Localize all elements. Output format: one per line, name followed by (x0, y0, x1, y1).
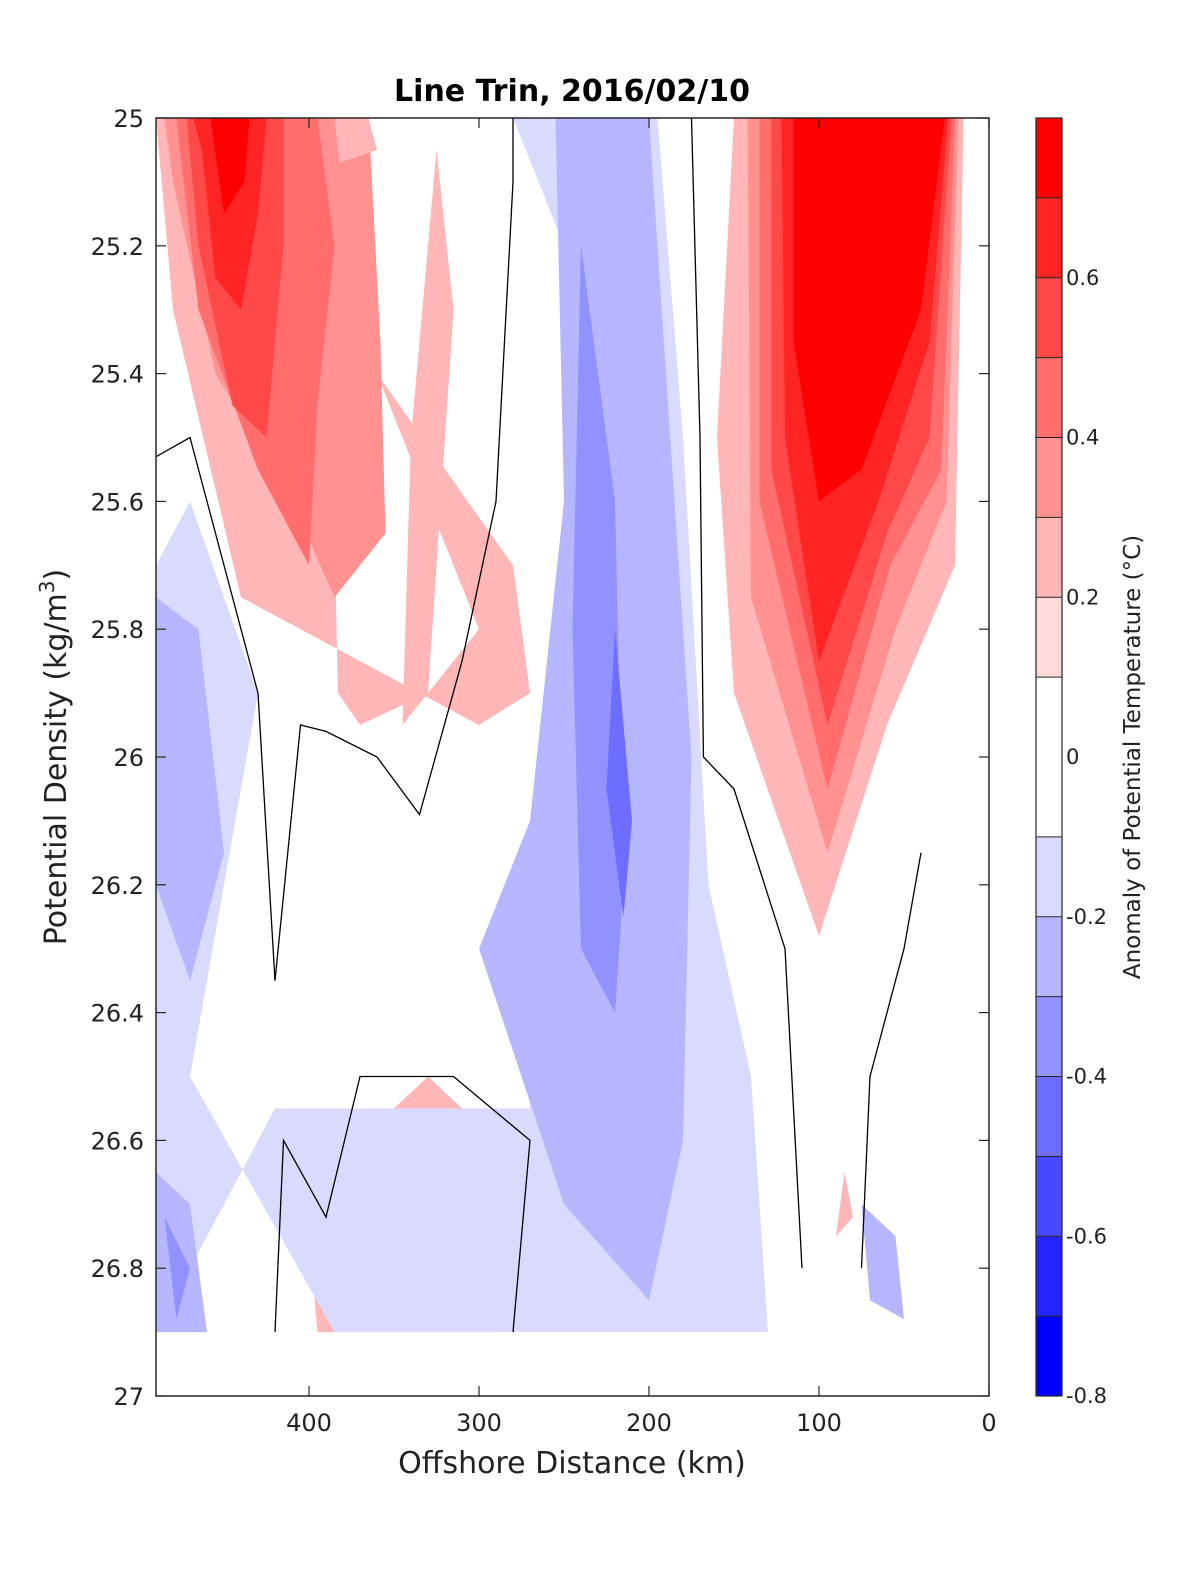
colorbar-tick-label-2: -0.4 (1066, 1065, 1107, 1089)
y-tick-label-3: 25.6 (91, 488, 144, 516)
colorbar-segment-4 (1036, 996, 1062, 1077)
colorbar-segment-8 (1036, 597, 1062, 678)
cold-anomaly-region-20 (606, 629, 632, 917)
colorbar-segment-6 (1036, 836, 1062, 917)
colorbar-segment-3 (1036, 1076, 1062, 1157)
colorbar-segments (1036, 117, 1062, 1397)
colorbar-tick-label-1: -0.6 (1066, 1224, 1107, 1248)
colorbar-segment-9 (1036, 517, 1062, 598)
warm-anomaly-region-4 (193, 118, 267, 310)
x-tick-label-400: 400 (286, 1409, 332, 1437)
colorbar-segment-10 (1036, 437, 1062, 518)
warm-anomaly-region-13 (793, 118, 945, 502)
colorbar-tick-label-0: -0.8 (1066, 1384, 1107, 1408)
y-tick-label-0: 25 (113, 105, 144, 133)
colorbar-segment-14 (1036, 118, 1062, 198)
zero-contour-line-0 (156, 118, 514, 981)
colorbar-segment-11 (1036, 357, 1062, 438)
y-tick-label-10: 27 (113, 1383, 144, 1411)
colorbar-segment-7 (1036, 677, 1062, 837)
cold-anomaly-region-24 (861, 1204, 904, 1320)
warm-anomaly-region-7 (402, 150, 454, 725)
y-tick-label-6: 26.2 (91, 872, 144, 900)
x-tick-label-0: 0 (981, 1409, 996, 1437)
colorbar-tick-label-4: 0 (1066, 745, 1079, 769)
zero-contour-line-1 (690, 118, 803, 1269)
x-axis: 400 300 200 100 0 (286, 118, 997, 1437)
colorbar-tick-label-5: 0.2 (1066, 585, 1099, 609)
y-axis-label: Potential Density (kg/m3) (35, 569, 74, 945)
colorbar-tick-label-7: 0.6 (1066, 266, 1099, 290)
y-tick-label-8: 26.6 (91, 1127, 144, 1155)
zero-contour-line-2 (274, 1075, 531, 1333)
x-tick-label-100: 100 (796, 1409, 842, 1437)
y-axis: 25 25.2 25.4 25.6 25.8 26 26.2 26.4 26.6 26.8 27 (91, 105, 989, 1411)
contour-fill-layer (156, 118, 964, 1333)
colorbar-segment-2 (1036, 1156, 1062, 1237)
warm-anomaly-region-16 (836, 1172, 853, 1237)
colorbar-segment-12 (1036, 277, 1062, 358)
zero-contour-layer (156, 118, 922, 1333)
colorbar-ticks: -0.8 -0.6 -0.4 -0.2 0 0.2 0.4 0.6 (1066, 266, 1107, 1408)
chart-title: Line Trin, 2016/02/10 (394, 74, 750, 109)
warm-anomaly-region-6 (334, 118, 377, 163)
y-tick-label-5: 26 (113, 744, 144, 772)
warm-anomaly-region-5 (210, 118, 250, 214)
colorbar-tick-label-6: 0.4 (1066, 426, 1099, 450)
y-tick-label-2: 25.4 (91, 361, 144, 389)
y-tick-label-4: 25.8 (91, 616, 144, 644)
colorbar-segment-1 (1036, 1236, 1062, 1317)
y-tick-label-9: 26.8 (91, 1255, 144, 1283)
colorbar-segment-0 (1036, 1316, 1062, 1396)
cold-anomaly-region-23 (164, 1217, 190, 1320)
y-tick-label-7: 26.4 (91, 1000, 144, 1028)
colorbar-segment-13 (1036, 197, 1062, 278)
x-axis-label: Offshore Distance (km) (398, 1446, 746, 1481)
y-axis-label-main: Potential Density (kg/m (39, 593, 74, 945)
cold-anomaly-region-21 (156, 597, 224, 981)
y-axis-label-close: ) (39, 569, 74, 581)
x-tick-label-300: 300 (456, 1409, 502, 1437)
y-axis-label-superscript: 3 (35, 580, 59, 593)
colorbar-segment-5 (1036, 916, 1062, 997)
plot-area (156, 118, 989, 1396)
colorbar-label: Anomaly of Potential Temperature (°C) (1120, 535, 1146, 979)
zero-contour-line-3 (860, 852, 922, 1269)
y-tick-label-1: 25.2 (91, 233, 144, 261)
colorbar-frame (1035, 117, 1063, 1397)
x-tick-label-200: 200 (626, 1409, 672, 1437)
colorbar-tick-label-3: -0.2 (1066, 905, 1107, 929)
colorbar: -0.8 -0.6 -0.4 -0.2 0 0.2 0.4 0.6 Anomaly of Po… (1035, 117, 1146, 1408)
